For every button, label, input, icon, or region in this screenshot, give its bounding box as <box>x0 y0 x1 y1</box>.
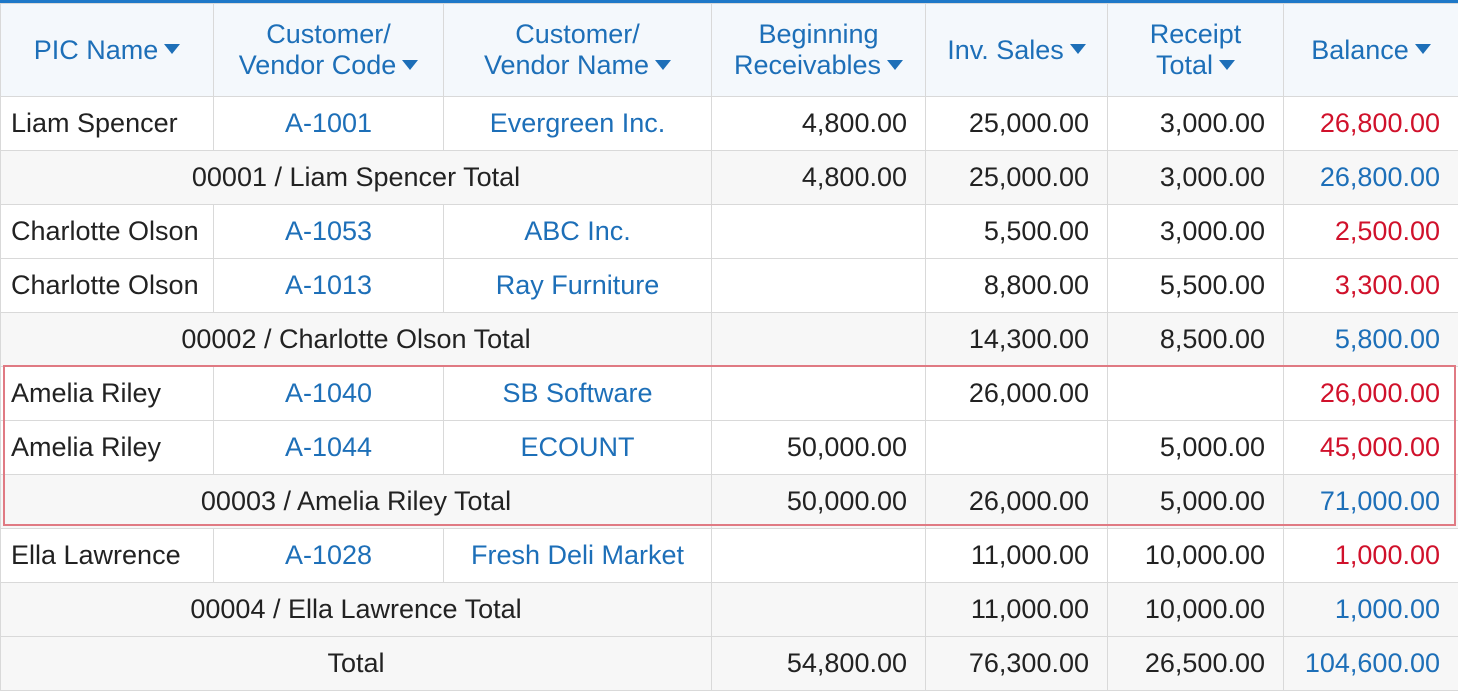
subtotal-row: 00002 / Charlotte Olson Total 14,300.00 … <box>1 313 1458 367</box>
beginning-receivables-cell <box>712 583 926 637</box>
beginning-receivables-cell: 50,000.00 <box>712 421 926 475</box>
inv-sales-cell: 5,500.00 <box>926 205 1108 259</box>
inv-sales-cell: 11,000.00 <box>926 529 1108 583</box>
sort-caret-icon[interactable] <box>164 44 180 54</box>
pic-name-cell: Amelia Riley <box>1 367 214 421</box>
inv-sales-cell: 11,000.00 <box>926 583 1108 637</box>
balance-cell: 26,000.00 <box>1284 367 1458 421</box>
vendor-name-link[interactable]: Evergreen Inc. <box>444 97 712 151</box>
subtotal-label: 00003 / Amelia Riley Total <box>1 475 712 529</box>
inv-sales-cell: 26,000.00 <box>926 475 1108 529</box>
col-header-receipt-total[interactable]: Receipt Total <box>1108 4 1284 97</box>
inv-sales-cell: 25,000.00 <box>926 97 1108 151</box>
beginning-receivables-cell <box>712 367 926 421</box>
col-header-inv-sales[interactable]: Inv. Sales <box>926 4 1108 97</box>
balance-total-link[interactable]: 26,800.00 <box>1284 151 1458 205</box>
table-row: Charlotte Olson A-1013 Ray Furniture 8,8… <box>1 259 1458 313</box>
receipt-total-cell: 8,500.00 <box>1108 313 1284 367</box>
beginning-receivables-cell: 4,800.00 <box>712 151 926 205</box>
vendor-code-link[interactable]: A-1040 <box>214 367 444 421</box>
receipt-total-cell: 3,000.00 <box>1108 205 1284 259</box>
vendor-code-link[interactable]: A-1053 <box>214 205 444 259</box>
balance-cell: 3,300.00 <box>1284 259 1458 313</box>
beginning-receivables-cell: 4,800.00 <box>712 97 926 151</box>
beginning-receivables-cell <box>712 313 926 367</box>
balance-cell: 26,800.00 <box>1284 97 1458 151</box>
pic-name-cell: Amelia Riley <box>1 421 214 475</box>
subtotal-row: 00004 / Ella Lawrence Total 11,000.00 10… <box>1 583 1458 637</box>
pic-name-cell: Charlotte Olson <box>1 259 214 313</box>
inv-sales-cell: 14,300.00 <box>926 313 1108 367</box>
col-header-balance[interactable]: Balance <box>1284 4 1458 97</box>
receivables-table: PIC Name Customer/ Vendor Code Customer/… <box>0 3 1458 691</box>
table-row: Liam Spencer A-1001 Evergreen Inc. 4,800… <box>1 97 1458 151</box>
sort-caret-icon[interactable] <box>655 60 671 70</box>
col-header-beginning-receivables[interactable]: Beginning Receivables <box>712 4 926 97</box>
receipt-total-cell <box>1108 367 1284 421</box>
pic-name-cell: Liam Spencer <box>1 97 214 151</box>
subtotal-label: 00002 / Charlotte Olson Total <box>1 313 712 367</box>
receipt-total-cell: 5,000.00 <box>1108 421 1284 475</box>
inv-sales-cell: 26,000.00 <box>926 367 1108 421</box>
vendor-name-link[interactable]: ECOUNT <box>444 421 712 475</box>
subtotal-label: 00001 / Liam Spencer Total <box>1 151 712 205</box>
sort-caret-icon[interactable] <box>1415 44 1431 54</box>
sort-caret-icon[interactable] <box>1219 60 1235 70</box>
vendor-code-link[interactable]: A-1044 <box>214 421 444 475</box>
receipt-total-cell: 3,000.00 <box>1108 151 1284 205</box>
table-row: Amelia Riley A-1044 ECOUNT 50,000.00 5,0… <box>1 421 1458 475</box>
table-row: Ella Lawrence A-1028 Fresh Deli Market 1… <box>1 529 1458 583</box>
col-header-vendor-name[interactable]: Customer/ Vendor Name <box>444 4 712 97</box>
subtotal-row: 00003 / Amelia Riley Total 50,000.00 26,… <box>1 475 1458 529</box>
receipt-total-cell: 5,500.00 <box>1108 259 1284 313</box>
receipt-total-cell: 26,500.00 <box>1108 637 1284 691</box>
col-header-pic-name[interactable]: PIC Name <box>1 4 214 97</box>
inv-sales-cell: 76,300.00 <box>926 637 1108 691</box>
vendor-name-link[interactable]: Ray Furniture <box>444 259 712 313</box>
header-row: PIC Name Customer/ Vendor Code Customer/… <box>1 4 1458 97</box>
balance-cell: 45,000.00 <box>1284 421 1458 475</box>
pic-name-cell: Charlotte Olson <box>1 205 214 259</box>
inv-sales-cell: 25,000.00 <box>926 151 1108 205</box>
receipt-total-cell: 3,000.00 <box>1108 97 1284 151</box>
table-row: Charlotte Olson A-1053 ABC Inc. 5,500.00… <box>1 205 1458 259</box>
sort-caret-icon[interactable] <box>402 60 418 70</box>
receipt-total-cell: 5,000.00 <box>1108 475 1284 529</box>
subtotal-label: 00004 / Ella Lawrence Total <box>1 583 712 637</box>
beginning-receivables-cell <box>712 205 926 259</box>
pic-name-cell: Ella Lawrence <box>1 529 214 583</box>
table-row: Amelia Riley A-1040 SB Software 26,000.0… <box>1 367 1458 421</box>
balance-cell: 1,000.00 <box>1284 529 1458 583</box>
grand-total-row: Total 54,800.00 76,300.00 26,500.00 104,… <box>1 637 1458 691</box>
balance-total-link[interactable]: 5,800.00 <box>1284 313 1458 367</box>
beginning-receivables-cell: 54,800.00 <box>712 637 926 691</box>
beginning-receivables-cell: 50,000.00 <box>712 475 926 529</box>
subtotal-row: 00001 / Liam Spencer Total 4,800.00 25,0… <box>1 151 1458 205</box>
beginning-receivables-cell <box>712 529 926 583</box>
vendor-name-link[interactable]: Fresh Deli Market <box>444 529 712 583</box>
vendor-code-link[interactable]: A-1013 <box>214 259 444 313</box>
receipt-total-cell: 10,000.00 <box>1108 529 1284 583</box>
balance-cell: 2,500.00 <box>1284 205 1458 259</box>
beginning-receivables-cell <box>712 259 926 313</box>
sort-caret-icon[interactable] <box>1070 44 1086 54</box>
col-header-vendor-code[interactable]: Customer/ Vendor Code <box>214 4 444 97</box>
sort-caret-icon[interactable] <box>887 60 903 70</box>
vendor-name-link[interactable]: SB Software <box>444 367 712 421</box>
balance-total-link[interactable]: 71,000.00 <box>1284 475 1458 529</box>
balance-grand-total-link[interactable]: 104,600.00 <box>1284 637 1458 691</box>
vendor-code-link[interactable]: A-1028 <box>214 529 444 583</box>
grand-total-label: Total <box>1 637 712 691</box>
balance-total-link[interactable]: 1,000.00 <box>1284 583 1458 637</box>
vendor-code-link[interactable]: A-1001 <box>214 97 444 151</box>
receipt-total-cell: 10,000.00 <box>1108 583 1284 637</box>
inv-sales-cell <box>926 421 1108 475</box>
vendor-name-link[interactable]: ABC Inc. <box>444 205 712 259</box>
inv-sales-cell: 8,800.00 <box>926 259 1108 313</box>
